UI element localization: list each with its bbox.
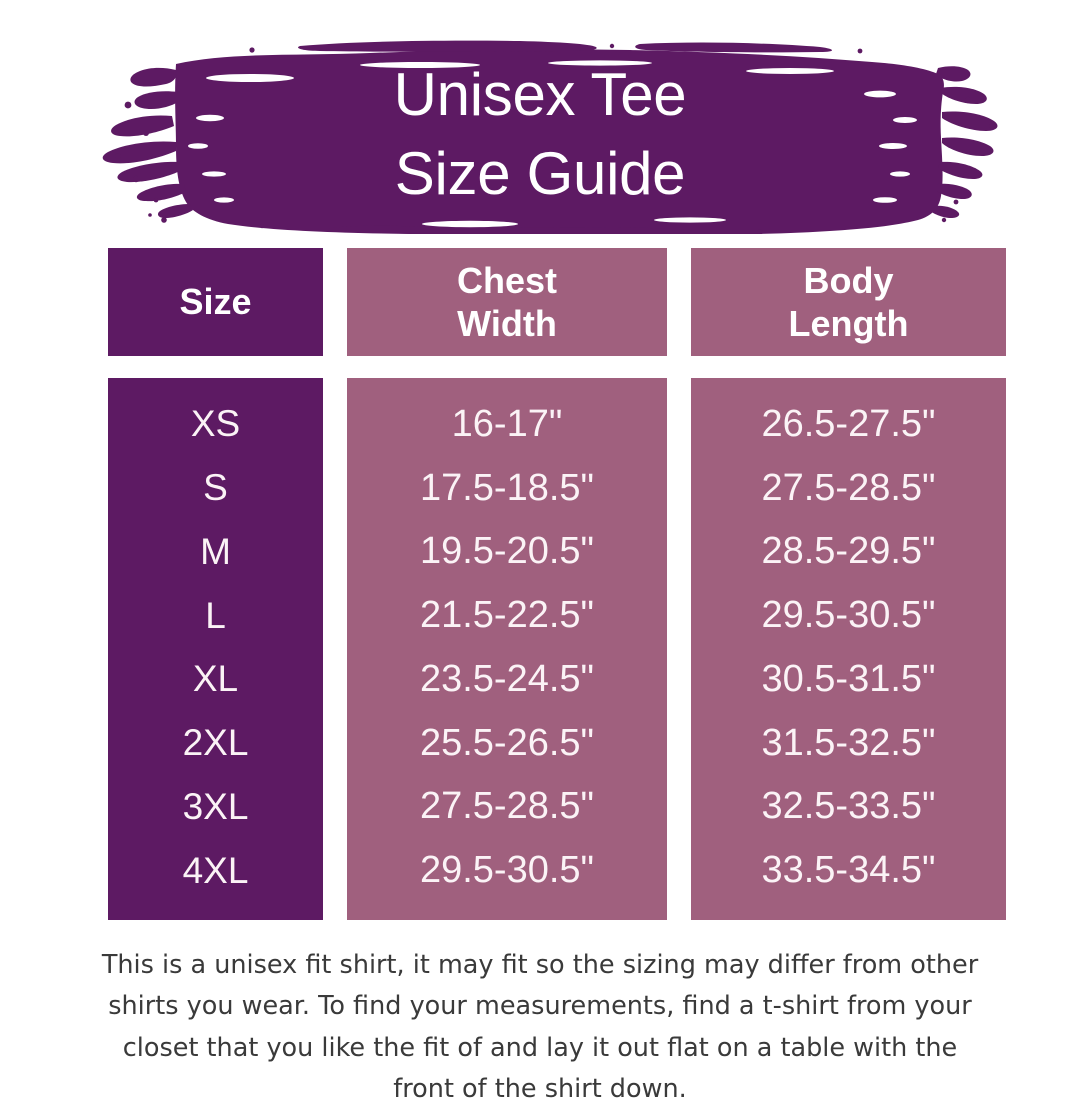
- size-value: XL: [192, 658, 239, 700]
- column-size-values: XS S M L XL 2XL 3XL 4XL: [108, 378, 323, 920]
- column-gap-2: [667, 248, 691, 356]
- size-value: L: [205, 594, 226, 636]
- size-value: 2XL: [182, 722, 249, 764]
- header-cell-size: Size: [108, 248, 323, 356]
- header-body-gap: [108, 356, 1006, 378]
- body-length-value: 30.5-31.5": [761, 657, 936, 700]
- body-length-value: 32.5-33.5": [761, 785, 936, 828]
- chest-width-value: 16-17": [451, 402, 563, 445]
- size-value: XS: [190, 403, 241, 445]
- header-label-body-line2: Length: [788, 303, 909, 344]
- column-body-length-values: 26.5-27.5" 27.5-28.5" 28.5-29.5" 29.5-30…: [691, 378, 1006, 920]
- header-label-body-line1: Body: [803, 259, 894, 301]
- fit-note: This is a unisex fit shirt, it may fit s…: [101, 950, 979, 1104]
- chest-width-value: 27.5-28.5": [419, 785, 595, 828]
- column-gap-3: [323, 378, 347, 920]
- header-label-chest-line2: Width: [457, 303, 557, 344]
- column-chest-width-values: 16-17" 17.5-18.5" 19.5-20.5" 21.5-22.5" …: [347, 378, 667, 920]
- column-gap-1: [323, 248, 347, 356]
- chest-width-value: 23.5-24.5": [419, 657, 595, 700]
- body-length-value: 26.5-27.5": [761, 402, 936, 445]
- title-banner: Unisex Tee Size Guide: [0, 34, 1080, 234]
- size-value: S: [203, 467, 228, 509]
- header-cell-body-length: Body Length: [691, 248, 1006, 356]
- size-value: M: [200, 530, 231, 572]
- size-table: Size Chest Width Body Length XS S M L XL…: [108, 248, 1006, 920]
- chest-width-value: 21.5-22.5": [419, 594, 595, 637]
- body-length-value: 28.5-29.5": [761, 530, 936, 573]
- size-value: 4XL: [182, 849, 249, 891]
- chest-width-value: 19.5-20.5": [419, 530, 595, 573]
- table-body-row: XS S M L XL 2XL 3XL 4XL 16-17" 17.5-18.5…: [108, 378, 1006, 920]
- column-gap-4: [667, 378, 691, 920]
- header-cell-chest-width: Chest Width: [347, 248, 667, 356]
- chest-width-value: 17.5-18.5": [419, 466, 595, 509]
- chest-width-value: 29.5-30.5": [419, 849, 595, 892]
- body-length-value: 27.5-28.5": [761, 466, 936, 509]
- brush-stroke-shape: [102, 40, 998, 234]
- body-length-value: 33.5-34.5": [761, 849, 936, 892]
- body-length-value: 29.5-30.5": [761, 594, 936, 637]
- table-header-row: Size Chest Width Body Length: [108, 248, 1006, 356]
- header-label-size: Size: [179, 281, 252, 323]
- size-guide-page: { "title": { "line1": "Unisex Tee", "lin…: [0, 34, 1080, 1104]
- size-value: 3XL: [182, 785, 249, 827]
- header-label-chest-line1: Chest: [456, 259, 558, 301]
- body-length-value: 31.5-32.5": [761, 721, 936, 764]
- chest-width-value: 25.5-26.5": [419, 721, 595, 764]
